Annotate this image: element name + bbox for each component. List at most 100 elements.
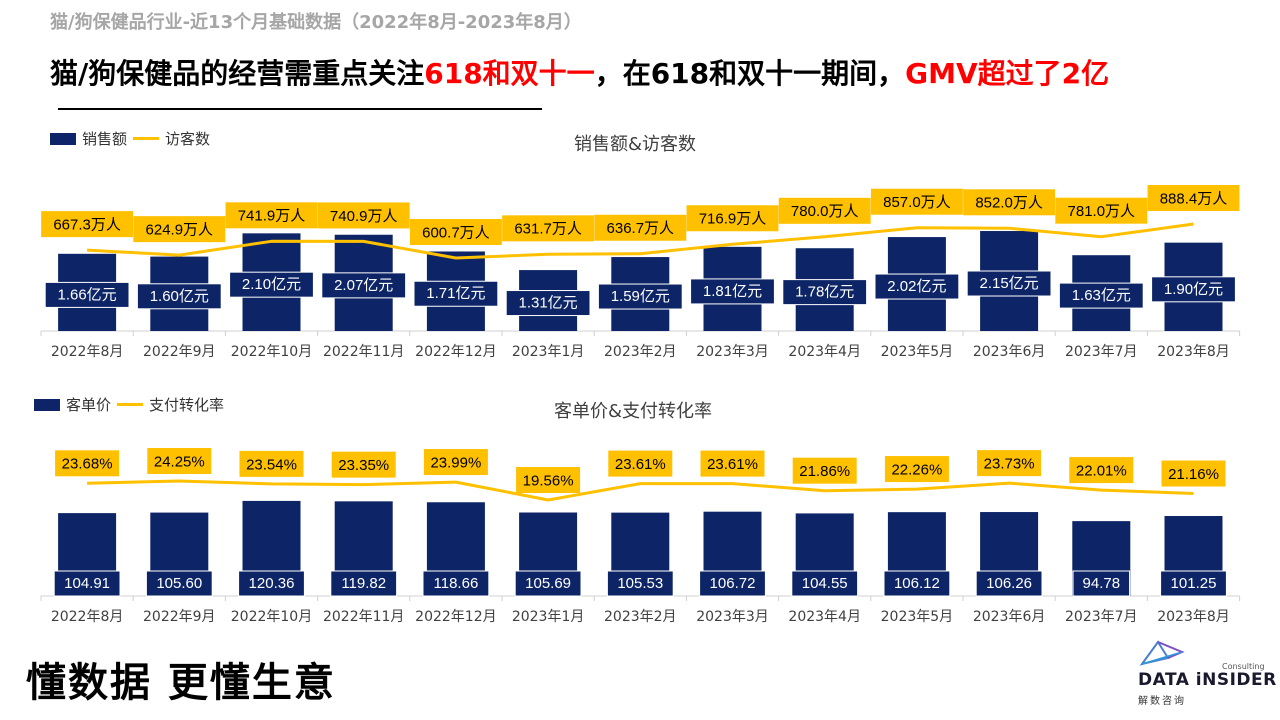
bar-label-box xyxy=(597,283,683,310)
x-tick-label: 2022年10月 xyxy=(231,344,312,360)
bar-label-box xyxy=(782,279,868,306)
bar-label-box xyxy=(53,570,121,597)
line-value-label: 667.3万人 xyxy=(53,217,121,234)
x-tick-label: 2022年9月 xyxy=(143,344,216,360)
line-value-label: 624.9万人 xyxy=(146,222,214,239)
bar-label-box xyxy=(1058,282,1144,309)
bar-label-box xyxy=(238,570,305,597)
logo-mark-icon xyxy=(1139,640,1185,666)
line-value-label: 21.16% xyxy=(1168,466,1219,483)
bar-value-label: 105.53 xyxy=(617,575,663,592)
bar-label-box xyxy=(330,570,398,597)
bar-value-label: 2.15亿元 xyxy=(979,275,1038,292)
bar-value-label: 106.26 xyxy=(986,575,1032,592)
logo-name: DATA iNSIDER xyxy=(1138,670,1277,690)
line-访客数 xyxy=(87,222,1194,260)
line-value-label: 23.68% xyxy=(62,456,113,473)
chart1-legend: 销售额 访客数 xyxy=(50,128,210,149)
line-value-label: 636.7万人 xyxy=(607,220,675,237)
line-label-box xyxy=(225,202,318,229)
legend-bar-swatch xyxy=(50,132,76,145)
line-value-label: 24.25% xyxy=(154,453,205,470)
line-value-label: 888.4万人 xyxy=(1160,190,1228,207)
bar-label-box xyxy=(699,570,766,597)
line-label-box xyxy=(1069,457,1134,484)
brand-logo: Consulting DATA iNSIDER 解数咨询 xyxy=(1138,638,1276,708)
bar-label-box xyxy=(229,271,314,298)
headline-highlight-2: GMV超过了2亿 xyxy=(905,57,1110,90)
line-label-box xyxy=(686,205,779,232)
line-label-box xyxy=(1161,460,1226,487)
bar-value-label: 94.78 xyxy=(1083,575,1121,592)
line-value-label: 740.9万人 xyxy=(330,208,398,225)
headline-part-1: 猫/狗保健品的经营需重点关注 xyxy=(50,57,425,90)
legend-sales-label: 销售额 xyxy=(82,130,128,148)
line-value-label: 19.56% xyxy=(523,472,574,489)
line-label-box xyxy=(409,219,502,245)
line-label-box xyxy=(317,202,410,229)
line-label-box xyxy=(502,215,595,242)
line-label-box xyxy=(331,451,396,478)
bar-value-label: 118.66 xyxy=(434,575,479,592)
x-tick-label: 2023年1月 xyxy=(512,609,585,625)
line-label-box xyxy=(239,450,304,477)
bar-label-box xyxy=(791,570,859,597)
x-tick-label: 2022年9月 xyxy=(143,609,216,625)
line-label-box xyxy=(977,450,1042,477)
bar-label-box xyxy=(136,283,222,310)
line-value-label: 741.9万人 xyxy=(238,208,306,225)
line-label-box xyxy=(41,211,134,238)
footer-slogan: 懂数据 更懂生意 xyxy=(26,660,336,706)
bar-label-box xyxy=(690,278,775,305)
line-value-label: 23.61% xyxy=(615,456,666,473)
x-tick-label: 2023年7月 xyxy=(1065,609,1138,625)
line-label-box xyxy=(147,448,212,474)
bar-value-label: 2.02亿元 xyxy=(887,278,946,295)
line-label-box xyxy=(870,188,963,215)
bar-label-box xyxy=(606,570,674,597)
x-tick-label: 2023年3月 xyxy=(696,344,769,360)
bar-value-label: 1.59亿元 xyxy=(611,288,670,305)
bar-value-label: 1.60亿元 xyxy=(150,288,209,305)
page-subtitle: 猫/狗保健品行业-近13个月基础数据（2022年8月-2023年8月） xyxy=(50,12,582,33)
line-label-box xyxy=(1055,197,1148,224)
x-tick-label: 2023年1月 xyxy=(512,344,585,360)
bar-label-box xyxy=(883,570,951,597)
bar-value-label: 1.31亿元 xyxy=(518,295,577,312)
line-label-box xyxy=(1147,185,1240,211)
legend-line-swatch xyxy=(117,403,144,406)
bar-label-box xyxy=(1151,276,1236,303)
line-value-label: 22.26% xyxy=(891,461,942,478)
bar-label-box xyxy=(422,570,490,597)
bar-label-box xyxy=(966,270,1052,297)
bar-value-label: 105.60 xyxy=(156,575,202,592)
line-label-box xyxy=(778,197,871,224)
bar-label-box xyxy=(1072,570,1131,597)
line-value-label: 23.61% xyxy=(707,456,758,473)
bar-value-label: 104.91 xyxy=(64,575,110,592)
x-tick-label: 2022年10月 xyxy=(231,609,312,625)
bar-label-box xyxy=(44,281,130,308)
bar-label-box xyxy=(975,570,1043,597)
legend-bar-swatch xyxy=(34,398,60,411)
bar-label-box xyxy=(321,272,407,299)
line-label-box xyxy=(792,457,857,484)
headline-highlight-1: 618和双十一 xyxy=(424,57,595,90)
bar-value-label: 1.90亿元 xyxy=(1164,281,1223,298)
line-value-label: 22.01% xyxy=(1076,462,1127,479)
line-label-box xyxy=(700,450,765,477)
x-tick-label: 2023年8月 xyxy=(1157,344,1230,360)
x-tick-label: 2023年2月 xyxy=(604,344,677,360)
line-支付转化率 xyxy=(87,479,1194,502)
line-value-label: 23.73% xyxy=(984,456,1035,473)
bar-value-label: 1.81亿元 xyxy=(703,283,762,300)
line-value-label: 23.99% xyxy=(430,454,481,471)
x-tick-label: 2023年7月 xyxy=(1065,344,1138,360)
line-value-label: 780.0万人 xyxy=(791,203,859,220)
bar-label-box xyxy=(1160,570,1227,597)
x-tick-label: 2023年3月 xyxy=(696,609,769,625)
line-label-box xyxy=(133,216,226,243)
line-value-label: 781.0万人 xyxy=(1068,203,1136,220)
line-value-label: 716.9万人 xyxy=(699,211,767,228)
